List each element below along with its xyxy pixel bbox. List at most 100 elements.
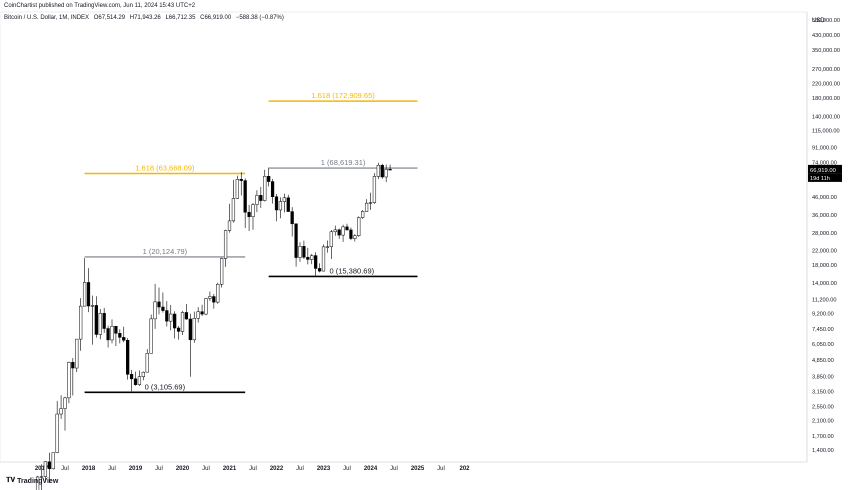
candle-down: [345, 226, 349, 231]
candle-up: [79, 305, 83, 340]
x-tick-label: Jul: [202, 466, 210, 472]
candle-up: [325, 246, 330, 248]
candle-down: [165, 310, 169, 322]
candle-up: [278, 201, 283, 211]
candle-up: [251, 204, 255, 218]
x-tick-label: Jul: [390, 466, 398, 472]
candle-up: [263, 175, 267, 201]
fib-level-label: 1 (20,124.79): [143, 247, 188, 256]
candle-up: [145, 353, 149, 373]
candle-down: [267, 175, 271, 182]
candle-up: [333, 229, 337, 233]
countdown-label: 19d 11h: [810, 176, 830, 182]
y-tick-label: 1,400.00: [812, 448, 834, 454]
fib-level-label: 0 (15,380.69): [330, 266, 375, 275]
y-tick-label: 36,000.00: [812, 213, 837, 219]
x-tick-label: 2021: [223, 466, 237, 472]
candle-down: [118, 333, 122, 338]
candle-up: [192, 318, 196, 341]
candle-up: [353, 235, 357, 239]
candle-up: [361, 211, 365, 218]
candle-down: [157, 301, 161, 308]
y-tick-label: 530,000.00: [812, 18, 840, 24]
candle-down: [47, 461, 51, 470]
candle-up: [357, 217, 361, 236]
x-tick-label: Jul: [61, 466, 69, 472]
candle-up: [98, 313, 102, 335]
candle-up: [169, 313, 173, 322]
candle-up: [67, 362, 71, 399]
open-value: O67,514.29: [93, 15, 126, 21]
candle-down: [200, 311, 204, 315]
candle-up: [180, 312, 185, 332]
close-value: C66,919.00: [200, 15, 232, 21]
y-tick-label: 22,000.00: [812, 248, 837, 254]
x-tick-label: 2017: [35, 466, 49, 472]
candle-up: [376, 165, 380, 177]
candle-up: [298, 246, 302, 258]
fib-level-label: 1.618 (63,668.09): [135, 164, 195, 173]
candle-up: [364, 202, 369, 212]
y-tick-label: 91,000.00: [812, 146, 837, 152]
candle-down: [259, 195, 263, 201]
candle-down: [122, 337, 126, 341]
y-tick-label: 4,850.00: [812, 358, 834, 364]
y-tick-label: 140,000.00: [812, 114, 840, 120]
y-tick-label: 220,000.00: [812, 82, 840, 88]
brand-label: TradingView: [17, 477, 59, 485]
y-tick-label: 6,050.00: [812, 342, 834, 348]
candle-down: [286, 197, 290, 212]
candle-up: [329, 231, 333, 248]
x-tick-label: Jul: [343, 466, 351, 472]
candle-down: [274, 196, 279, 211]
y-tick-label: 3,150.00: [812, 389, 834, 395]
tradingview-logo-icon: 𝐓𝐕: [6, 477, 16, 484]
candle-down: [380, 165, 384, 178]
x-tick-label: 202: [459, 466, 470, 472]
currency-label: USD: [812, 18, 825, 24]
candle-up: [227, 220, 232, 231]
candle-down: [188, 318, 192, 341]
x-tick-label: 2020: [176, 466, 190, 472]
x-tick-label: 2019: [129, 466, 143, 472]
candle-down: [317, 268, 322, 272]
candle-down: [337, 229, 341, 236]
candle-down: [302, 246, 306, 258]
y-tick-label: 350,000.00: [812, 48, 840, 54]
candle-up: [35, 476, 40, 490]
x-tick-label: Jul: [437, 466, 445, 472]
candle-down: [239, 179, 243, 181]
y-tick-label: 9,200.00: [812, 312, 834, 318]
candle-up: [321, 246, 326, 272]
x-tick-label: 2025: [411, 466, 425, 472]
candle-down: [94, 305, 98, 335]
candle-up: [310, 255, 314, 260]
x-tick-label: Jul: [108, 466, 116, 472]
candle-down: [294, 223, 298, 258]
y-tick-label: 2,100.00: [812, 419, 834, 425]
candle-up: [153, 301, 157, 320]
countdown-tag: [808, 173, 842, 182]
symbol-name[interactable]: Bitcoin / U.S. Dollar, 1M, INDEX: [4, 15, 90, 21]
last-price-label: 66,919.00: [810, 168, 836, 174]
candle-up: [204, 298, 208, 315]
candle-down: [106, 328, 110, 341]
candle-down: [247, 211, 251, 218]
last-price-tag: [808, 164, 842, 174]
high-value: H71,943.26: [129, 15, 161, 21]
y-tick-label: 11,200.00: [812, 297, 836, 303]
candle-up: [341, 226, 345, 236]
x-tick-label: 2022: [270, 466, 284, 472]
candle-down: [388, 169, 392, 171]
y-tick-label: 14,000.00: [812, 281, 837, 287]
y-tick-label: 46,000.00: [812, 195, 837, 201]
tradingview-brand[interactable]: 𝐓𝐕 TradingView: [6, 477, 58, 485]
candle-down: [290, 211, 294, 225]
x-tick-label: 2018: [82, 466, 96, 472]
candle-up: [75, 338, 79, 369]
candle-up: [223, 230, 228, 259]
low-value: L66,712.35: [165, 15, 196, 21]
y-tick-label: 115,000.00: [812, 129, 840, 135]
candle-up: [110, 325, 114, 341]
